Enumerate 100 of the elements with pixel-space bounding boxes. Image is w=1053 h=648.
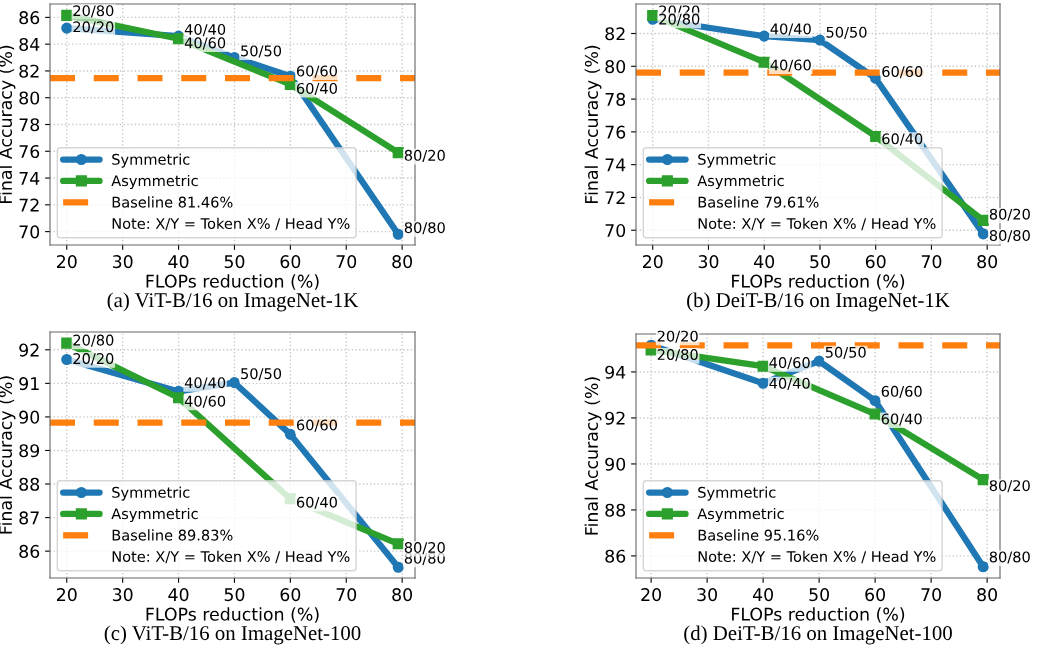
x-tick-label: 70 [336,255,357,269]
annotation: Note: X/Y = Token X% / Head Y% [112,550,350,564]
y-tick-label: 91 [19,377,39,391]
x-axis-title: FLOPs reduction (%) [146,607,319,623]
y-tick-label: 70 [19,225,40,239]
annotation: 40/60 [769,357,810,370]
y-tick-label: 94 [605,365,626,379]
y-axis-title: Final Accuracy (%) [584,377,602,535]
x-tick-label: 70 [336,588,357,602]
y-tick-label: 70 [605,223,626,238]
y-tick-label: 88 [605,503,626,517]
annotation: 40/40 [769,377,810,390]
annotation: 20/80 [657,349,698,362]
x-tick-label: 70 [921,588,942,602]
x-tick-label: 20 [642,255,663,269]
annotation: 40/60 [184,395,226,408]
annotation: 60/60 [882,66,923,79]
annotation: 60/40 [296,82,337,96]
legend-label: Asymmetric [697,174,784,190]
x-tick-label: 50 [809,588,830,602]
x-tick-label: 60 [280,255,301,269]
x-axis-title: FLOPs reduction (%) [732,274,905,290]
x-tick-label: 80 [392,255,413,269]
y-tick-label: 80 [19,91,40,105]
y-tick-label: 84 [19,37,40,52]
x-tick-label: 60 [865,255,886,269]
y-tick-label: 74 [19,171,40,185]
annotation: 50/50 [241,368,282,381]
y-tick-label: 86 [605,549,626,563]
x-tick-label: 80 [392,588,413,602]
annotation: 60/40 [881,413,922,426]
y-tick-label: 88 [19,477,40,491]
text: (d) DeiT-B/16 on ImageNet-100 [684,625,952,645]
y-tick-label: 78 [605,92,626,106]
annotation: 50/50 [825,346,866,359]
x-tick-label: 20 [641,588,662,602]
legend-label: Symmetric [112,486,190,501]
x-tick-label: 20 [57,588,77,602]
x-tick-label: 20 [57,255,77,269]
y-tick-label: 72 [605,191,625,205]
legend-label: Symmetric [112,153,190,168]
legend-label: Asymmetric [111,507,198,523]
annotation: 60/60 [296,419,337,432]
annotation: 40/60 [770,59,811,72]
x-tick-label: 70 [921,255,942,269]
x-tick-label: 80 [977,255,998,269]
annotation: 80/80 [989,230,1030,243]
annotation: 80/80 [989,551,1030,564]
x-tick-label: 50 [224,588,245,602]
x-tick-label: 40 [168,588,189,602]
y-tick-label: 89 [19,444,40,458]
annotation: Note: X/Y = Token X% / Head Y% [698,550,936,564]
annotation: 80/20 [404,149,445,163]
annotation: Note: X/Y = Token X% / Head Y% [698,217,936,231]
x-tick-label: 30 [112,255,133,269]
legend-label: Asymmetric [697,507,784,523]
annotation: 40/40 [184,23,226,37]
x-tick-label: 40 [752,588,774,602]
y-tick-label: 82 [19,64,39,78]
text: (c) ViT-B/16 on ImageNet-100 [104,625,361,645]
y-tick-label: 76 [19,144,40,159]
y-tick-label: 86 [19,11,40,25]
annotation: 40/40 [770,23,811,36]
x-tick-label: 30 [697,588,718,602]
legend-label: Baseline 95.16% [698,529,819,541]
y-tick-label: 72 [19,198,39,212]
annotation: 60/40 [882,133,923,146]
legend-label: Baseline 81.46% [112,196,233,208]
x-axis-title: FLOPs reduction (%) [732,607,905,623]
y-tick-label: 92 [19,343,39,357]
y-tick-label: 90 [605,457,626,471]
annotation: 80/80 [404,222,445,235]
x-tick-label: 40 [754,255,775,269]
annotation: 40/40 [184,377,226,390]
y-tick-label: 90 [19,410,40,424]
x-axis-title: FLOPs reduction (%) [146,274,319,290]
x-tick-label: 50 [224,255,245,269]
annotation: 50/50 [241,45,282,58]
x-tick-label: 60 [280,588,301,602]
annotation: 20/80 [73,334,114,347]
legend-label: Symmetric [698,153,776,168]
annotation: 20/80 [73,5,114,18]
annotation: 20/20 [657,330,698,343]
y-tick-label: 86 [19,544,40,558]
legend-label: Symmetric [698,486,776,501]
annotation: 60/60 [296,65,337,78]
y-tick-label: 74 [605,158,626,172]
annotation: 80/20 [989,208,1030,221]
y-tick-label: 82 [605,27,625,41]
y-axis-title: Final Accuracy (%) [584,45,602,203]
y-tick-label: 76 [605,125,626,139]
y-tick-label: 92 [605,411,625,425]
annotation: 60/60 [881,385,922,399]
text: (b) DeiT-B/16 on ImageNet-1K [687,292,950,312]
legend-label: Asymmetric [111,174,198,190]
legend-label: Baseline 89.83% [112,529,233,541]
y-tick-label: 87 [19,511,39,525]
text: (a) ViT-B/16 on ImageNet-1K [107,292,359,312]
x-tick-label: 30 [698,255,719,269]
legend-label: Baseline 79.61% [698,196,819,208]
